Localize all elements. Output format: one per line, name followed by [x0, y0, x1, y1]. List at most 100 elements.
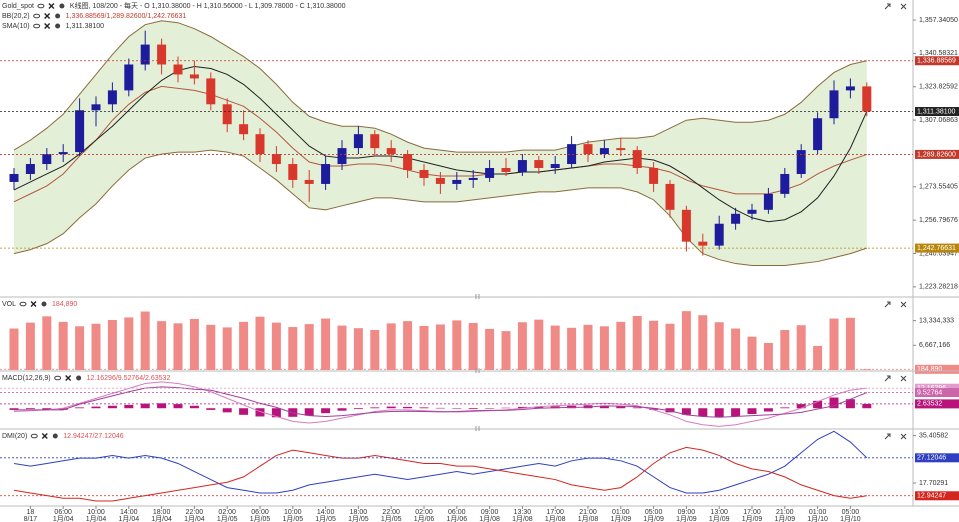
volume-bar — [206, 324, 216, 370]
candle-body — [321, 164, 331, 184]
volume-bar — [534, 319, 544, 370]
volume-bar — [747, 336, 757, 370]
x-tick-label: 05:00 — [645, 509, 663, 516]
volume-bar — [173, 323, 183, 370]
maximize-icon[interactable] — [884, 375, 891, 382]
close-icon[interactable] — [44, 23, 51, 29]
volume-bar — [304, 324, 314, 370]
visibility-icon[interactable] — [37, 3, 45, 9]
macd-histogram-bar — [419, 407, 429, 409]
candle-body — [9, 173, 19, 182]
volume-bar — [485, 328, 495, 370]
candle-body — [222, 104, 232, 125]
close-panel-icon[interactable] — [900, 375, 907, 382]
macd-histogram-bar — [370, 407, 380, 409]
resize-handle[interactable] — [475, 368, 480, 373]
volume-bar — [255, 316, 265, 370]
candle-body — [813, 118, 823, 151]
maximize-icon[interactable] — [884, 433, 891, 440]
candle-body — [91, 104, 101, 111]
y-tick-label: 1,256.79676 — [919, 217, 958, 224]
y-tick-label: 17.70291 — [919, 480, 948, 487]
level-box — [915, 243, 959, 253]
panel-title: Gold_spot — [2, 3, 34, 10]
candle-body — [731, 213, 741, 224]
maximize-icon[interactable] — [884, 3, 891, 10]
x-date-label: 1月/04 — [151, 515, 172, 522]
x-date-label: 1月/04 — [118, 515, 139, 522]
settings-icon[interactable] — [55, 23, 61, 29]
dmi-line — [13, 430, 868, 494]
close-panel-icon[interactable] — [900, 301, 907, 308]
settings-icon[interactable] — [52, 433, 58, 439]
x-date-label: 1月/10 — [807, 515, 828, 522]
volume-bar — [468, 322, 478, 370]
volume-bar — [632, 315, 642, 370]
candle-body — [501, 168, 511, 172]
x-tick-label: 01:00 — [612, 509, 630, 516]
resize-handle[interactable] — [475, 426, 480, 431]
candle-body — [550, 164, 560, 169]
x-date-label: 1月/05 — [381, 515, 402, 522]
candle-body — [206, 78, 216, 105]
level-box — [915, 453, 959, 463]
visibility-icon[interactable] — [33, 23, 41, 29]
close-icon[interactable] — [30, 301, 37, 307]
x-tick-label: 22:00 — [186, 509, 204, 516]
visibility-icon[interactable] — [30, 433, 38, 439]
settings-icon[interactable] — [59, 3, 65, 9]
candle-body — [157, 44, 167, 65]
candle-body — [747, 209, 757, 214]
y-tick-label: 13,334,333 — [919, 317, 954, 324]
maximize-icon[interactable] — [884, 301, 891, 308]
y-tick-label: 1,357.34050 — [919, 17, 958, 24]
macd-histogram-bar — [75, 407, 85, 409]
candle-body — [567, 144, 577, 165]
close-panel-icon[interactable] — [900, 3, 907, 10]
visibility-icon[interactable] — [54, 375, 62, 381]
volume-bar — [665, 323, 675, 370]
panel-subtitle: K线图, 108/200 - 每天 - O 1,310.38000 - H 1,… — [70, 1, 346, 10]
x-date-label: 8/17 — [24, 516, 38, 522]
macd-histogram-bar — [501, 407, 511, 409]
macd-histogram-bar — [321, 408, 331, 414]
candle-body — [75, 110, 85, 153]
x-tick-label: 01:00 — [809, 509, 827, 516]
candle-body — [452, 179, 462, 184]
volume-bar — [780, 330, 790, 370]
visibility-icon[interactable] — [19, 301, 27, 307]
x-tick-label: 17:00 — [743, 509, 761, 516]
volume-bar — [681, 311, 691, 370]
settings-icon[interactable] — [55, 13, 61, 19]
volume-bar — [829, 318, 839, 370]
candle-body — [632, 150, 642, 169]
close-icon[interactable] — [65, 375, 72, 381]
panel-title: DMI(20) — [2, 433, 27, 440]
macd-line — [14, 386, 867, 418]
visibility-icon[interactable] — [33, 13, 41, 19]
macd-histogram-bar — [206, 408, 216, 410]
candle-body — [534, 160, 544, 169]
candle-body — [583, 144, 593, 155]
macd-histogram-bar — [485, 408, 495, 409]
x-tick-label: 10:00 — [87, 509, 105, 516]
settings-icon[interactable] — [41, 301, 47, 307]
candle-body — [780, 173, 790, 194]
close-icon[interactable] — [41, 433, 48, 439]
y-tick-label: 1,240.03947 — [919, 250, 958, 257]
candle-body — [304, 179, 314, 184]
resize-handle[interactable] — [475, 294, 480, 299]
candle-body — [271, 154, 281, 165]
macd-histogram-bar — [91, 406, 101, 409]
settings-icon[interactable] — [76, 375, 82, 381]
close-icon[interactable] — [48, 3, 55, 9]
close-panel-icon[interactable] — [900, 433, 907, 440]
candle-body — [435, 177, 445, 184]
candle-body — [353, 134, 363, 149]
x-tick-label: 06:00 — [448, 509, 466, 516]
level-label: 1,336.88569 — [917, 58, 956, 65]
close-icon[interactable] — [44, 13, 51, 19]
macd-histogram-bar — [403, 406, 413, 409]
volume-bar — [403, 321, 413, 370]
candle-body — [796, 150, 806, 174]
